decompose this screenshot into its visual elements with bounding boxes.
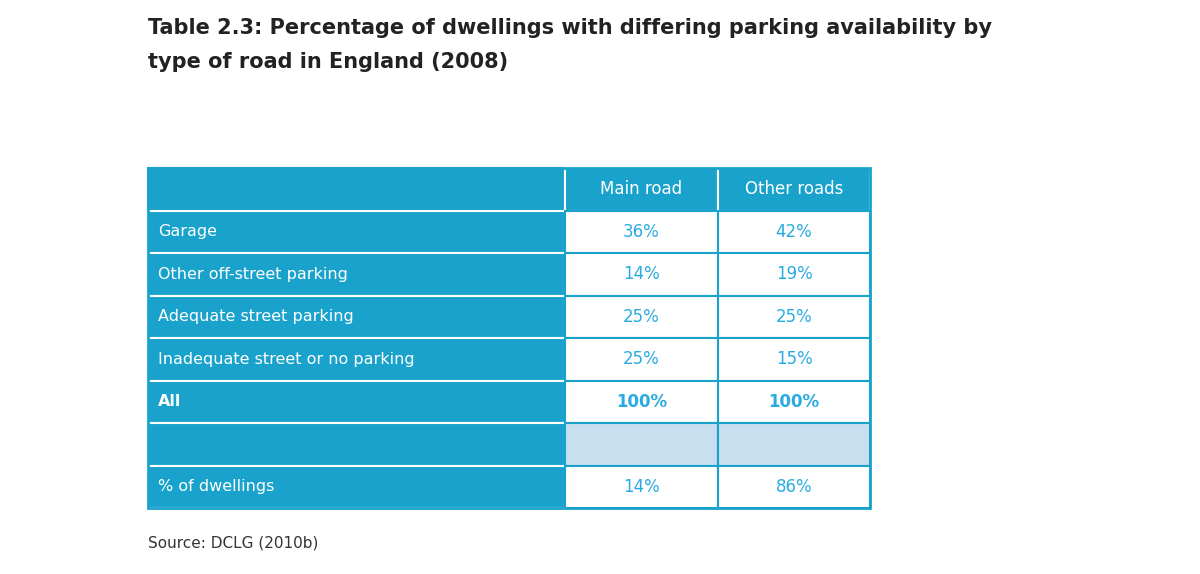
Bar bbox=[148, 423, 565, 466]
Bar bbox=[565, 168, 718, 211]
Text: Other off-street parking: Other off-street parking bbox=[158, 267, 348, 282]
Bar bbox=[565, 423, 718, 466]
Bar bbox=[148, 381, 565, 423]
Bar bbox=[565, 466, 718, 508]
Bar bbox=[148, 253, 565, 296]
Bar bbox=[148, 211, 565, 253]
Bar bbox=[148, 168, 565, 211]
Text: All: All bbox=[158, 394, 181, 409]
Bar bbox=[565, 338, 718, 381]
Bar bbox=[718, 296, 870, 338]
Bar bbox=[718, 466, 870, 508]
Text: 100%: 100% bbox=[768, 393, 820, 411]
Text: Main road: Main road bbox=[600, 180, 683, 198]
Text: 14%: 14% bbox=[623, 265, 660, 283]
Bar bbox=[718, 381, 870, 423]
Bar bbox=[148, 168, 870, 508]
Text: 100%: 100% bbox=[616, 393, 667, 411]
Text: 42%: 42% bbox=[775, 223, 812, 241]
Text: Inadequate street or no parking: Inadequate street or no parking bbox=[158, 352, 415, 367]
Text: 19%: 19% bbox=[775, 265, 812, 283]
Text: 36%: 36% bbox=[623, 223, 660, 241]
Text: Source: DCLG (2010b): Source: DCLG (2010b) bbox=[148, 536, 318, 551]
Text: Other roads: Other roads bbox=[745, 180, 844, 198]
Bar bbox=[565, 211, 718, 253]
Bar bbox=[718, 423, 870, 466]
Bar bbox=[148, 296, 565, 338]
Bar bbox=[565, 296, 718, 338]
Text: 15%: 15% bbox=[775, 350, 812, 369]
Text: % of dwellings: % of dwellings bbox=[158, 479, 275, 494]
Text: 86%: 86% bbox=[775, 478, 812, 496]
Text: 25%: 25% bbox=[775, 308, 812, 326]
Text: 25%: 25% bbox=[623, 350, 660, 369]
Text: Garage: Garage bbox=[158, 224, 217, 239]
Bar bbox=[718, 211, 870, 253]
Bar bbox=[565, 253, 718, 296]
Bar bbox=[718, 168, 870, 211]
Bar bbox=[148, 338, 565, 381]
Bar bbox=[718, 338, 870, 381]
Bar bbox=[565, 381, 718, 423]
Text: type of road in England (2008): type of road in England (2008) bbox=[148, 52, 508, 72]
Text: Adequate street parking: Adequate street parking bbox=[158, 309, 354, 324]
Bar bbox=[718, 253, 870, 296]
Bar bbox=[148, 466, 565, 508]
Text: 14%: 14% bbox=[623, 478, 660, 496]
Text: 25%: 25% bbox=[623, 308, 660, 326]
Text: Table 2.3: Percentage of dwellings with differing parking availability by: Table 2.3: Percentage of dwellings with … bbox=[148, 18, 992, 38]
